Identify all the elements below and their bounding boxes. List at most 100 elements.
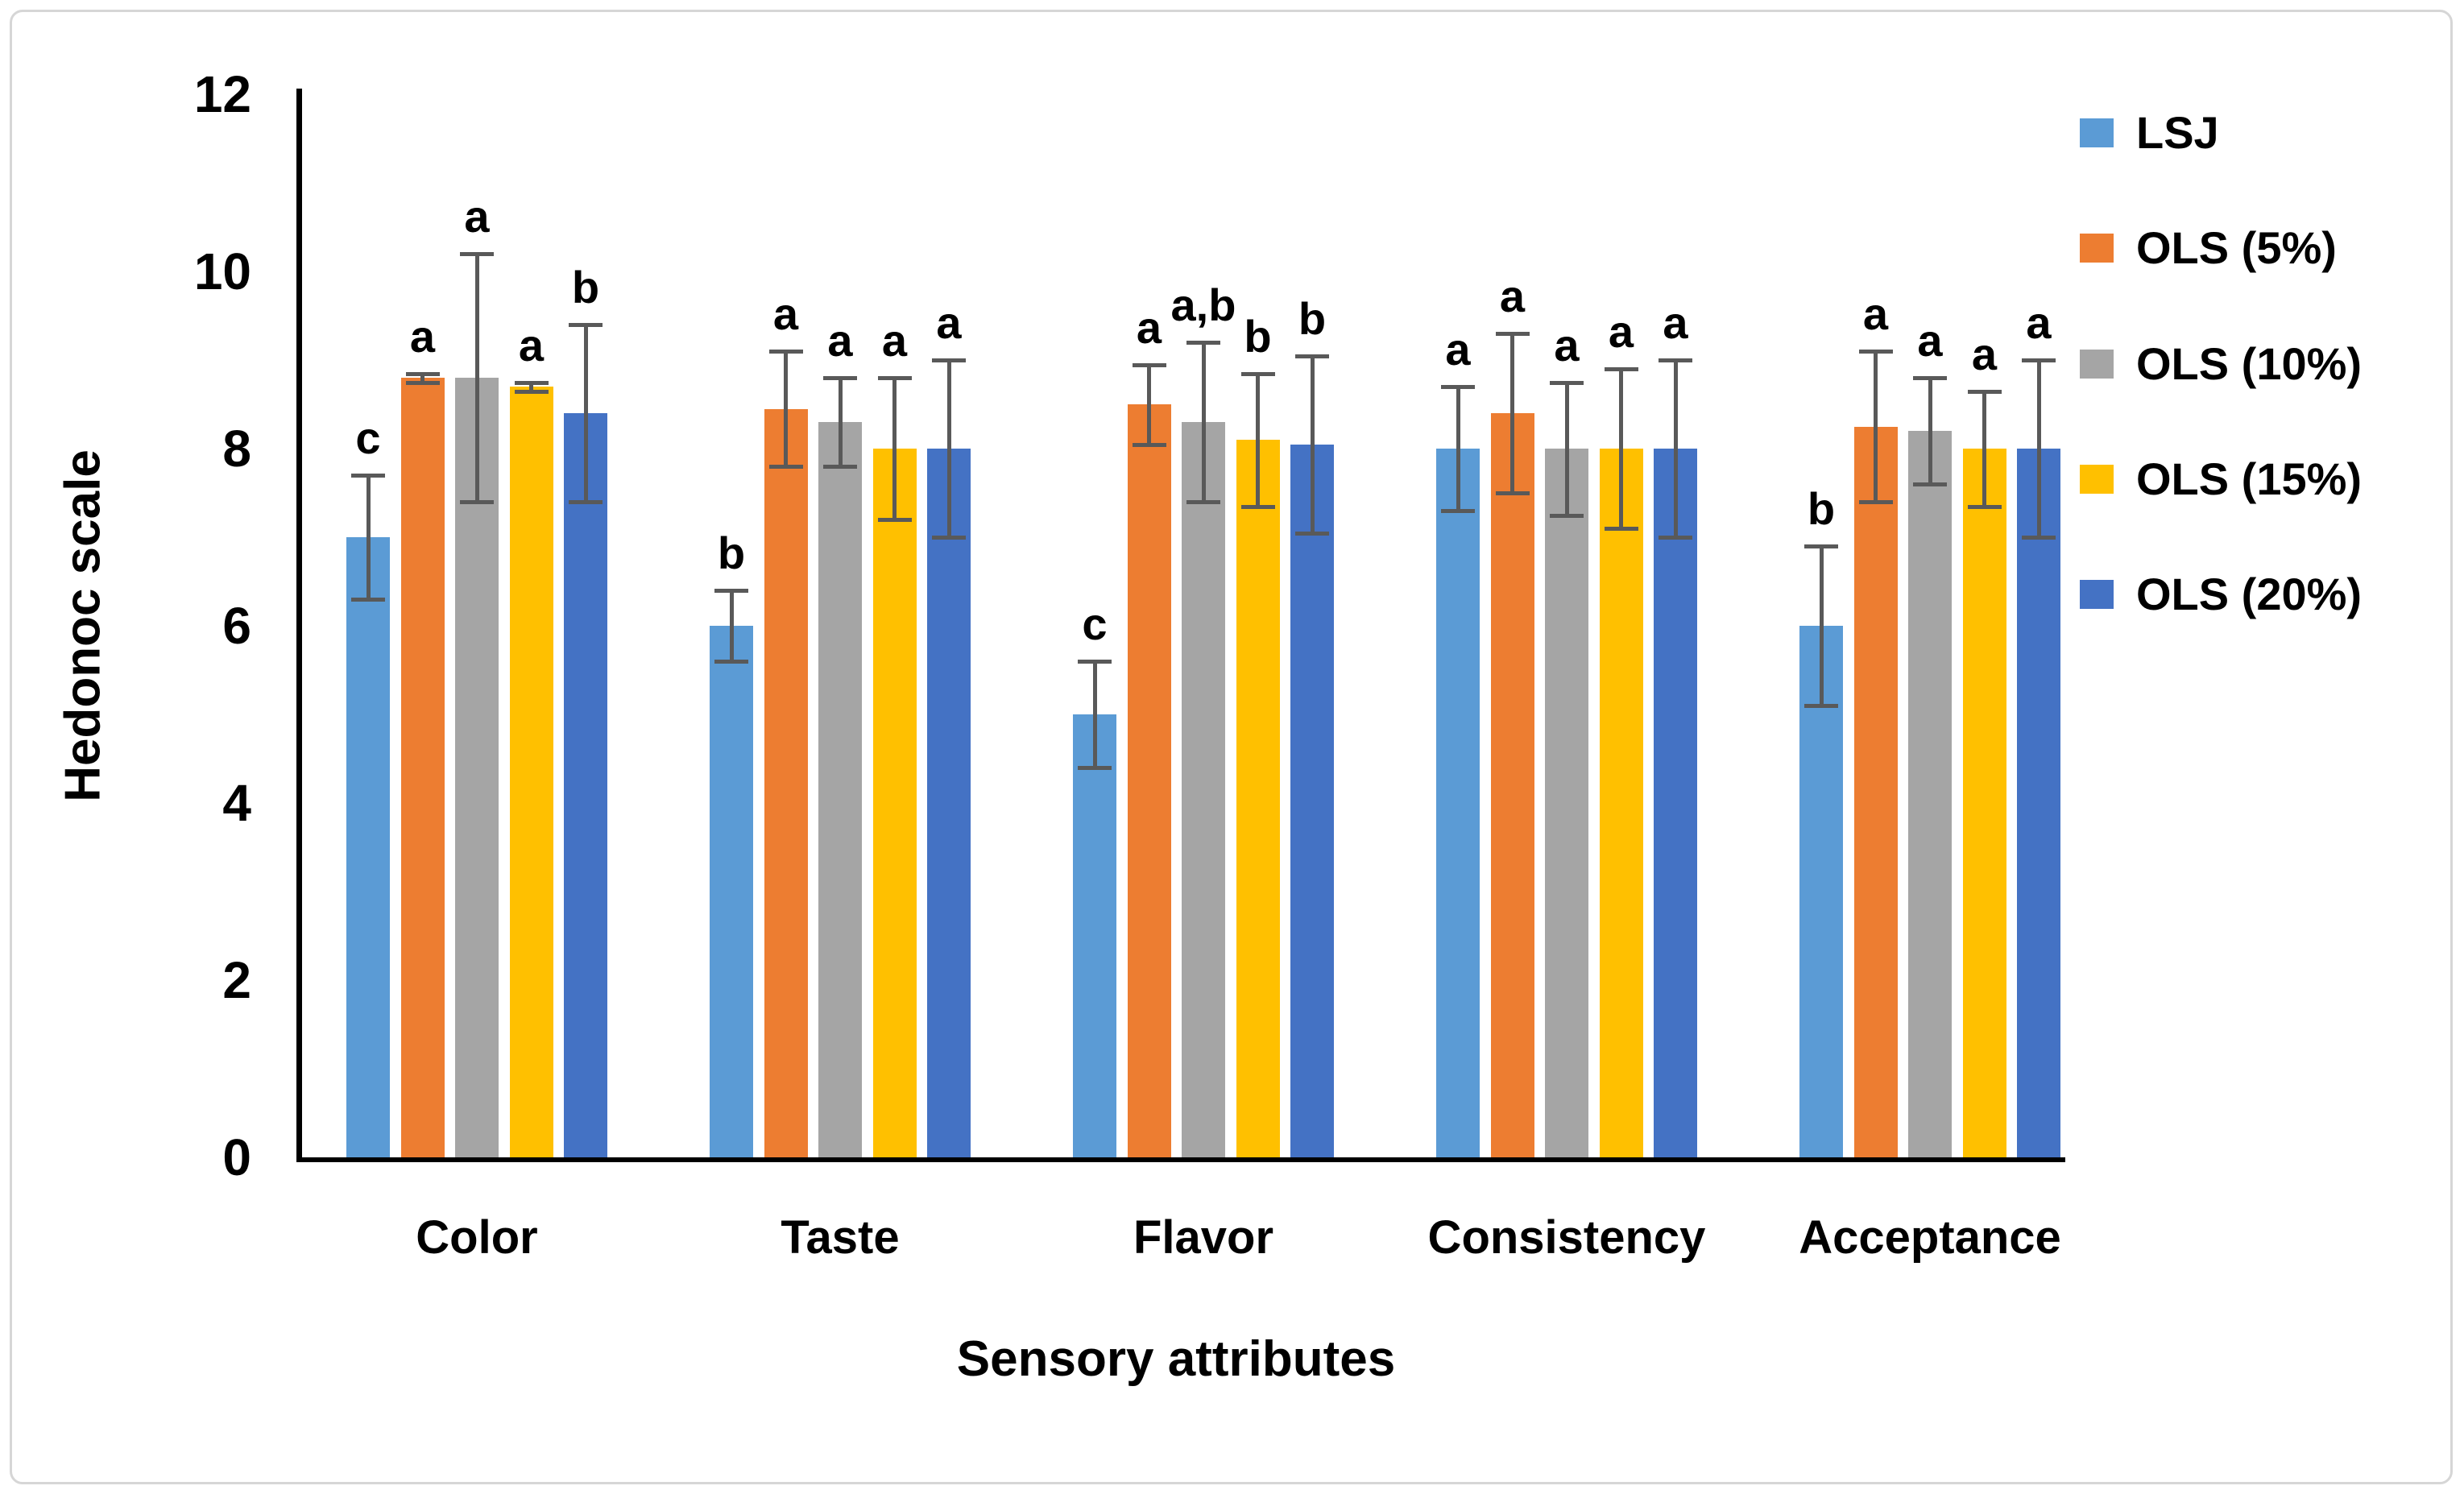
error-bar-cap	[1240, 504, 1275, 509]
error-bar	[838, 378, 843, 466]
error-bar-cap	[1441, 385, 1475, 389]
error-bar-cap	[932, 536, 966, 540]
error-bar-cap	[1804, 704, 1838, 708]
legend-label: LSJ	[2136, 107, 2219, 158]
error-bar-cap	[877, 518, 912, 522]
significance-letter: a	[881, 315, 908, 366]
significance-letter: a	[772, 288, 799, 339]
error-bar-cap	[351, 598, 385, 602]
legend-entry-lsj: LSJ	[2080, 110, 2219, 155]
y-tick-label: 4	[222, 774, 251, 832]
legend-swatch-icon	[2080, 118, 2114, 147]
y-axis-line	[296, 89, 302, 1162]
bar-ols-20%--acceptance	[2017, 449, 2060, 1157]
error-bar-cap	[1967, 504, 2002, 509]
error-bar	[1310, 355, 1315, 533]
error-bar	[946, 360, 951, 537]
error-bar-cap	[405, 380, 440, 385]
error-bar	[1874, 351, 1878, 502]
legend-label: OLS (20%)	[2136, 569, 2363, 619]
category-label-color: Color	[416, 1211, 538, 1264]
error-bar	[729, 590, 734, 661]
error-bar-cap	[1078, 766, 1112, 770]
error-bar	[529, 382, 533, 391]
significance-letter: c	[1082, 598, 1108, 649]
error-bar	[1564, 382, 1569, 515]
bar-ols-15%--flavor	[1236, 440, 1280, 1157]
legend-label: OLS (5%)	[2136, 222, 2337, 274]
error-bar	[892, 378, 897, 519]
bar-ols-10%--taste	[818, 422, 862, 1157]
error-bar-cap	[1659, 358, 1692, 362]
error-bar-cap	[1604, 367, 1638, 371]
bar-ols-15%--consistency	[1599, 449, 1643, 1157]
significance-letter: a	[2026, 297, 2052, 348]
error-bar	[1201, 342, 1206, 502]
significance-letter: b	[1807, 483, 1836, 534]
error-bar-cap	[1186, 341, 1220, 345]
error-bar-cap	[1078, 660, 1112, 664]
error-bar-cap	[1858, 500, 1893, 504]
figure-border	[10, 10, 2453, 1484]
error-bar-cap	[932, 358, 966, 362]
error-bar-cap	[1604, 527, 1638, 531]
bar-lsj-consistency	[1436, 449, 1480, 1157]
error-bar	[474, 254, 479, 502]
error-bar-cap	[1550, 513, 1584, 518]
error-bar	[1510, 333, 1514, 493]
bar-ols-20%--flavor	[1290, 444, 1334, 1157]
bar-lsj-acceptance	[1799, 626, 1843, 1157]
error-bar	[1673, 360, 1678, 537]
error-bar-cap	[823, 465, 857, 469]
legend-label: OLS (10%)	[2136, 337, 2363, 389]
significance-letter: a	[1554, 319, 1580, 370]
bar-ols-5%--acceptance	[1853, 426, 1898, 1157]
significance-letter: a,b	[1170, 279, 1236, 330]
error-bar-cap	[768, 350, 803, 354]
error-bar-cap	[1495, 332, 1530, 336]
error-bar	[1456, 387, 1460, 511]
bar-ols-10%--color	[455, 378, 499, 1157]
bar-ols-20%--consistency	[1654, 449, 1697, 1157]
error-bar-cap	[1132, 442, 1166, 447]
error-bar	[1256, 373, 1260, 507]
category-label-flavor: Flavor	[1133, 1211, 1274, 1264]
category-label-taste: Taste	[781, 1211, 900, 1264]
bar-ols-10%--flavor	[1182, 422, 1225, 1157]
significance-letter: a	[409, 310, 436, 362]
category-label-acceptance: Acceptance	[1799, 1211, 2061, 1264]
significance-letter: c	[355, 412, 381, 463]
error-bar	[1982, 391, 1986, 507]
error-bar-cap	[714, 660, 748, 664]
error-bar-cap	[351, 474, 385, 478]
error-bar-cap	[1967, 389, 2002, 394]
error-bar-cap	[768, 465, 803, 469]
error-bar-cap	[569, 500, 603, 504]
error-bar-cap	[1441, 509, 1475, 513]
legend-label: OLS (15%)	[2136, 453, 2363, 504]
error-bar-cap	[2022, 358, 2056, 362]
category-label-consistency: Consistency	[1427, 1211, 1706, 1264]
bar-ols-20%--taste	[927, 449, 971, 1157]
bar-ols-20%--color	[564, 413, 607, 1157]
legend-entry-ols-5%-: OLS (5%)	[2080, 226, 2337, 271]
error-bar-cap	[460, 500, 494, 504]
bar-ols-10%--consistency	[1545, 449, 1588, 1157]
significance-letter: a	[1971, 328, 1998, 379]
error-bar	[2036, 360, 2041, 537]
error-bar-cap	[714, 589, 748, 593]
significance-letter: a	[1917, 315, 1943, 366]
y-tick-label: 6	[222, 597, 251, 655]
significance-letter: a	[464, 191, 490, 242]
y-tick-label: 2	[222, 951, 251, 1009]
significance-letter: a	[827, 315, 853, 366]
error-bar-cap	[1913, 376, 1947, 380]
error-bar-cap	[823, 376, 857, 380]
y-tick-label: 0	[222, 1128, 251, 1186]
error-bar	[366, 475, 371, 599]
x-axis-title: Sensory attributes	[956, 1331, 1396, 1387]
significance-letter: a	[936, 297, 962, 348]
error-bar	[583, 325, 588, 502]
error-bar-cap	[460, 252, 494, 256]
